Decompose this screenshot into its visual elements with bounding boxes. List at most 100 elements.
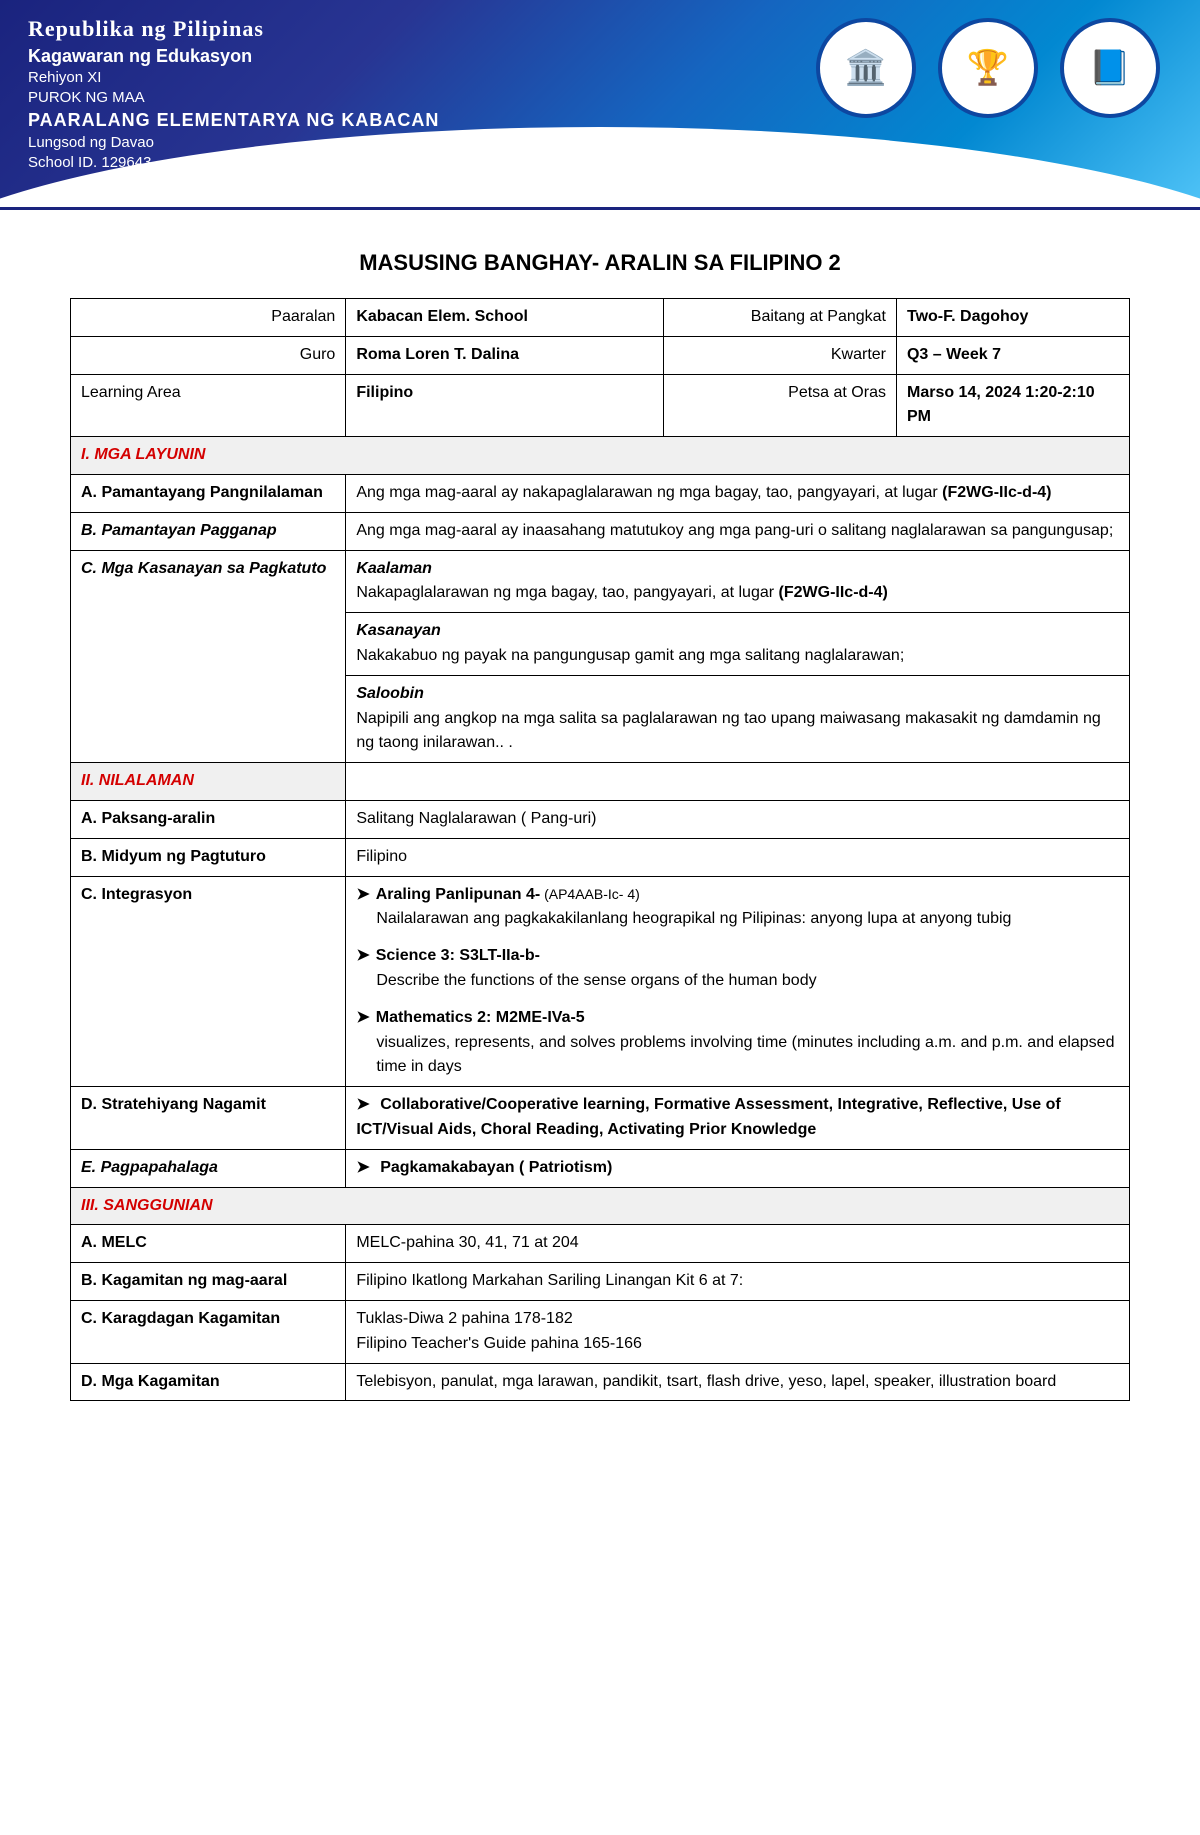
s3-d-label: D. Mga Kagamitan <box>71 1363 346 1401</box>
logo-school-icon: 📘 <box>1060 18 1160 118</box>
learning-area-value: Filipino <box>346 374 664 437</box>
info-row-2: Guro Roma Loren T. Dalina Kwarter Q3 – W… <box>71 336 1130 374</box>
lesson-plan-table: Paaralan Kabacan Elem. School Baitang at… <box>70 298 1130 1401</box>
s1-c-kasanayan: Kasanayan Nakakabuo ng payak na pangungu… <box>346 613 1130 676</box>
learning-area-label: Learning Area <box>71 374 346 437</box>
s3-c-row: C. Karagdagan Kagamitan Tuklas-Diwa 2 pa… <box>71 1300 1130 1363</box>
s1-c-kaalaman: Kaalaman Nakapaglalarawan ng mga bagay, … <box>346 550 1130 613</box>
s2-d-value: ➤ Collaborative/Cooperative learning, Fo… <box>346 1087 1130 1150</box>
bullet-icon: ➤ <box>356 1159 369 1176</box>
s2-a-label: A. Paksang-aralin <box>71 800 346 838</box>
s2-d-label: D. Stratehiyang Nagamit <box>71 1087 346 1150</box>
s2-d-text: Collaborative/Cooperative learning, Form… <box>356 1096 1060 1138</box>
guro-value: Roma Loren T. Dalina <box>346 336 664 374</box>
s1-c-kasanayan-title: Kasanayan <box>356 622 441 639</box>
s1-c-saloobin: Saloobin Napipili ang angkop na mga sali… <box>346 675 1130 762</box>
s2-b-value: Filipino <box>346 838 1130 876</box>
petsa-value: Marso 14, 2024 1:20-2:10 PM <box>896 374 1129 437</box>
s1-c-kasanayan-text: Nakakabuo ng payak na pangungusap gamit … <box>356 647 904 664</box>
s1-a-row: A. Pamantayang Pangnilalaman Ang mga mag… <box>71 474 1130 512</box>
document-content: MASUSING BANGHAY- ARALIN SA FILIPINO 2 P… <box>0 210 1200 1461</box>
s3-d-row: D. Mga Kagamitan Telebisyon, panulat, mg… <box>71 1363 1130 1401</box>
integration-item-2: ➤ Science 3: S3LT-IIa-b- Describe the fun… <box>356 944 1119 994</box>
integ2-desc: Describe the functions of the sense orga… <box>356 969 816 994</box>
baitang-value: Two-F. Dagohoy <box>896 299 1129 337</box>
s1-b-value: Ang mga mag-aaral ay inaasahang matutuko… <box>346 512 1130 550</box>
header-department: Kagawaran ng Edukasyon <box>28 44 439 68</box>
bullet-icon: ➤ <box>356 1009 369 1026</box>
info-row-1: Paaralan Kabacan Elem. School Baitang at… <box>71 299 1130 337</box>
s1-c-kaalaman-title: Kaalaman <box>356 560 432 577</box>
s2-c-label: C. Integrasyon <box>71 876 346 1087</box>
s2-c-row: C. Integrasyon ➤ Araling Panlipunan 4- (A… <box>71 876 1130 1087</box>
s1-a-code: (F2WG-IIc-d-4) <box>942 484 1051 501</box>
s1-c-label: C. Mga Kasanayan sa Pagkatuto <box>71 550 346 763</box>
section-2-header-blank <box>346 763 1130 801</box>
section-3-header-row: III. SANGGUNIAN <box>71 1187 1130 1225</box>
s3-a-row: A. MELC MELC-pahina 30, 41, 71 at 204 <box>71 1225 1130 1263</box>
document-title: MASUSING BANGHAY- ARALIN SA FILIPINO 2 <box>70 250 1130 276</box>
integ2-title: Science 3: S3LT-IIa-b- <box>376 947 540 964</box>
integ3-title: Mathematics 2: M2ME-IVa-5 <box>376 1009 585 1026</box>
header-republic: Republika ng Pilipinas <box>28 14 439 44</box>
s2-a-row: A. Paksang-aralin Salitang Naglalarawan … <box>71 800 1130 838</box>
bullet-icon: ➤ <box>356 947 369 964</box>
s3-c-line2: Filipino Teacher's Guide pahina 165-166 <box>356 1332 1119 1357</box>
section-3-header: III. SANGGUNIAN <box>71 1187 1130 1225</box>
kwarter-label: Kwarter <box>664 336 897 374</box>
header-city: Lungsod ng Davao <box>28 133 439 153</box>
integ1-title: Araling Panlipunan 4- <box>376 886 540 903</box>
info-row-3: Learning Area Filipino Petsa at Oras Mar… <box>71 374 1130 437</box>
s1-b-label: B. Pamantayan Pagganap <box>71 512 346 550</box>
integ1-code: (AP4AAB-Ic- 4) <box>540 886 640 902</box>
s3-b-row: B. Kagamitan ng mag-aaral Filipino Ikatl… <box>71 1263 1130 1301</box>
paaralan-value: Kabacan Elem. School <box>346 299 664 337</box>
header-logos: 🏛️ 🏆 📘 <box>816 18 1160 118</box>
s3-c-value: Tuklas-Diwa 2 pahina 178-182 Filipino Te… <box>346 1300 1130 1363</box>
s1-c-kaalaman-code: (F2WG-IIc-d-4) <box>779 584 888 601</box>
s3-b-value: Filipino Ikatlong Markahan Sariling Lina… <box>346 1263 1130 1301</box>
logo-district-icon: 🏆 <box>938 18 1038 118</box>
section-2-header-row: II. NILALAMAN <box>71 763 1130 801</box>
header-banner: Republika ng Pilipinas Kagawaran ng Eduk… <box>0 0 1200 210</box>
s3-b-label: B. Kagamitan ng mag-aaral <box>71 1263 346 1301</box>
s2-e-row: E. Pagpapahalaga ➤ Pagkamakabayan ( Patr… <box>71 1149 1130 1187</box>
s1-b-row: B. Pamantayan Pagganap Ang mga mag-aaral… <box>71 512 1130 550</box>
s2-a-value: Salitang Naglalarawan ( Pang-uri) <box>346 800 1130 838</box>
s2-d-row: D. Stratehiyang Nagamit ➤ Collaborative/… <box>71 1087 1130 1150</box>
s2-b-label: B. Midyum ng Pagtuturo <box>71 838 346 876</box>
s1-c-saloobin-text: Napipili ang angkop na mga salita sa pag… <box>356 710 1100 752</box>
integration-item-1: ➤ Araling Panlipunan 4- (AP4AAB-Ic- 4) Na… <box>356 883 1119 933</box>
section-1-header: I. MGA LAYUNIN <box>71 437 1130 475</box>
header-text-block: Republika ng Pilipinas Kagawaran ng Eduk… <box>28 14 439 173</box>
s1-a-label: A. Pamantayang Pangnilalaman <box>71 474 346 512</box>
s3-c-line1: Tuklas-Diwa 2 pahina 178-182 <box>356 1307 1119 1332</box>
header-school: PAARALANG ELEMENTARYA NG KABACAN <box>28 108 439 132</box>
s2-e-value: ➤ Pagkamakabayan ( Patriotism) <box>346 1149 1130 1187</box>
header-district: PUROK NG MAA <box>28 88 439 108</box>
baitang-label: Baitang at Pangkat <box>664 299 897 337</box>
s2-e-text: Pagkamakabayan ( Patriotism) <box>380 1159 612 1176</box>
section-1-header-row: I. MGA LAYUNIN <box>71 437 1130 475</box>
paaralan-label: Paaralan <box>71 299 346 337</box>
guro-label: Guro <box>71 336 346 374</box>
section-2-header: II. NILALAMAN <box>71 763 346 801</box>
bullet-icon: ➤ <box>356 1096 369 1113</box>
s3-a-label: A. MELC <box>71 1225 346 1263</box>
s1-c-kaalaman-text: Nakapaglalarawan ng mga bagay, tao, pang… <box>356 584 778 601</box>
integration-item-3: ➤Mathematics 2: M2ME-IVa-5 visualizes, r… <box>356 1006 1119 1080</box>
bullet-icon: ➤ <box>356 886 369 903</box>
kwarter-value: Q3 – Week 7 <box>896 336 1129 374</box>
s2-c-value: ➤ Araling Panlipunan 4- (AP4AAB-Ic- 4) Na… <box>346 876 1130 1087</box>
s1-a-value: Ang mga mag-aaral ay nakapaglalarawan ng… <box>346 474 1130 512</box>
s2-b-row: B. Midyum ng Pagtuturo Filipino <box>71 838 1130 876</box>
s3-d-value: Telebisyon, panulat, mga larawan, pandik… <box>346 1363 1130 1401</box>
s1-c-row-1: C. Mga Kasanayan sa Pagkatuto Kaalaman N… <box>71 550 1130 613</box>
header-region: Rehiyon XI <box>28 68 439 88</box>
header-school-id: School ID. 129643 <box>28 153 439 173</box>
s2-e-label: E. Pagpapahalaga <box>71 1149 346 1187</box>
s3-a-value: MELC-pahina 30, 41, 71 at 204 <box>346 1225 1130 1263</box>
s1-c-saloobin-title: Saloobin <box>356 685 424 702</box>
integ1-desc: Nailalarawan ang pagkakakilanlang heogra… <box>356 907 1011 932</box>
petsa-label: Petsa at Oras <box>664 374 897 437</box>
